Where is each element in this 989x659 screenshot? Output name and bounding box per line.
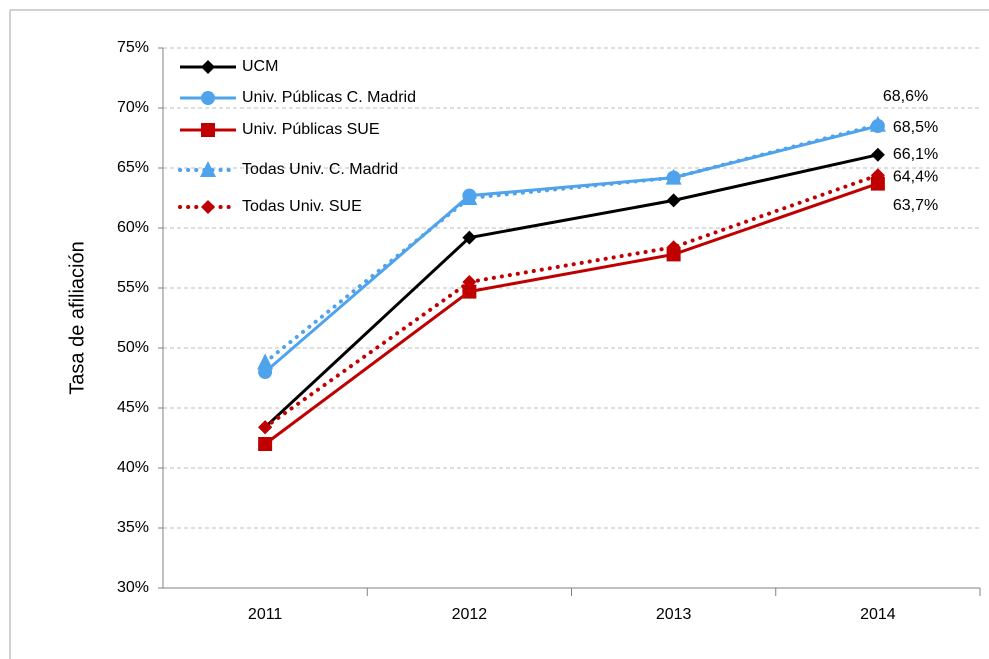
data-point xyxy=(258,437,273,451)
y-tick-label: 75% xyxy=(117,39,149,56)
series-line xyxy=(263,122,880,365)
y-tick-label: 70% xyxy=(117,99,149,116)
data-point xyxy=(870,168,885,183)
data-label: 68,5% xyxy=(893,119,938,136)
y-tick-label: 55% xyxy=(117,279,149,296)
legend-marker xyxy=(201,123,215,137)
y-axis-title: Tasa de afiliación xyxy=(66,241,88,394)
data-label: 63,7% xyxy=(893,197,938,214)
y-tick-label: 40% xyxy=(117,459,149,476)
legend-label: Todas Univ. C. Madrid xyxy=(242,161,398,178)
legend-label: UCM xyxy=(242,58,278,75)
data-point xyxy=(870,147,885,162)
data-label: 66,1% xyxy=(893,146,938,163)
y-tick-label: 65% xyxy=(117,159,149,176)
y-tick-label: 60% xyxy=(117,219,149,236)
y-tick-label: 45% xyxy=(117,399,149,416)
x-tick-label: 2013 xyxy=(656,606,692,623)
legend-label: Todas Univ. SUE xyxy=(242,198,362,215)
data-label: 68,6% xyxy=(883,88,928,105)
data-point xyxy=(462,275,477,289)
data-point xyxy=(666,193,681,208)
data-label: 64,4% xyxy=(893,168,938,185)
x-tick-label: 2011 xyxy=(248,606,283,623)
x-tick-label: 2014 xyxy=(860,606,896,623)
legend-marker xyxy=(201,91,215,105)
y-tick-label: 35% xyxy=(117,519,149,536)
data-point xyxy=(666,240,681,255)
legend-marker xyxy=(201,60,215,74)
data-point xyxy=(869,115,886,132)
data-point xyxy=(666,247,681,262)
legend-marker xyxy=(200,161,216,177)
series-line xyxy=(264,153,879,429)
data-point xyxy=(462,230,477,245)
series-line xyxy=(264,182,879,446)
data-point xyxy=(461,189,478,205)
x-tick-label: 2012 xyxy=(452,606,488,623)
data-point xyxy=(258,420,273,435)
data-point xyxy=(257,353,274,370)
data-point xyxy=(462,284,477,299)
legend-label: Univ. Públicas C. Madrid xyxy=(242,89,416,106)
legend-label: Univ. Públicas SUE xyxy=(242,121,380,138)
series-line xyxy=(263,173,880,430)
legend-marker xyxy=(201,200,215,214)
y-tick-label: 30% xyxy=(117,579,149,596)
data-point xyxy=(870,176,885,191)
y-tick-label: 50% xyxy=(117,339,149,356)
data-point xyxy=(665,168,682,185)
